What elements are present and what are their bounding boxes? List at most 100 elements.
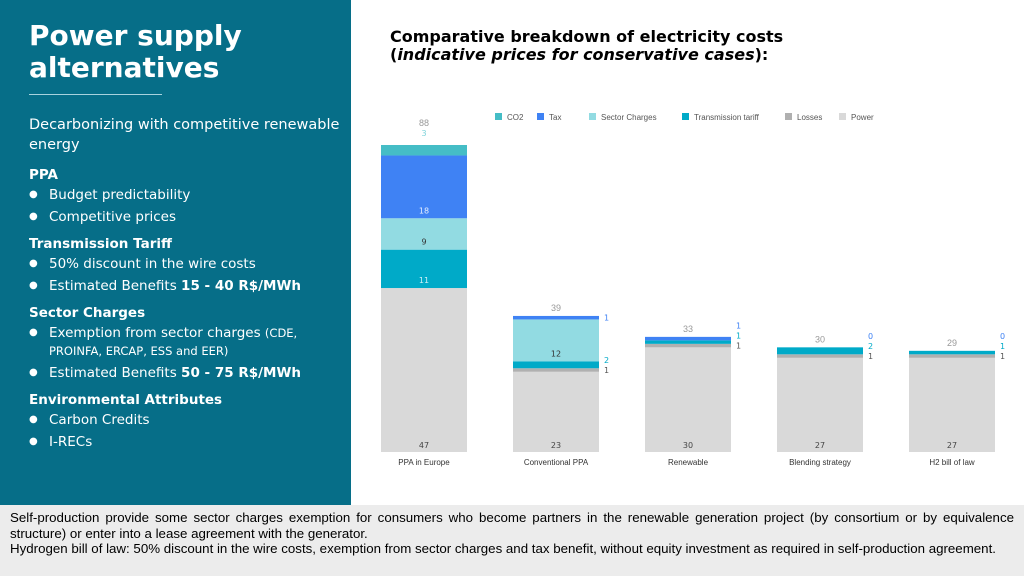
bullet-list: 50% discount in the wire costs Estimated …: [29, 255, 351, 295]
category-label: Renewable: [668, 458, 709, 467]
data-label: 1: [736, 322, 741, 331]
total-label: 39: [551, 303, 561, 313]
chart-title-line1: Comparative breakdown of electricity cos…: [390, 27, 784, 46]
bar-segment: [381, 155, 467, 219]
bar-segment: [645, 343, 731, 348]
sections: PPA Budget predictability Competitive pric…: [29, 167, 351, 451]
bar-segment: [513, 361, 599, 369]
total-label: 33: [683, 324, 693, 334]
bullet-text: 50% discount in the wire costs: [49, 256, 256, 272]
bullet-text: Estimated Benefits: [49, 278, 182, 294]
data-label: 9: [421, 238, 426, 247]
category-label: Conventional PPA: [524, 458, 589, 467]
bar-segment: [909, 357, 995, 452]
footnote-line: Self-production provide some sector char…: [10, 510, 1014, 541]
data-label: 1: [1000, 342, 1005, 351]
category-label: PPA in Europe: [398, 458, 450, 467]
total-label: 88: [419, 118, 429, 128]
panel-title: Power supply alternatives: [29, 20, 351, 84]
title-line: Power supply: [29, 19, 242, 52]
bar-segment: [381, 249, 467, 289]
total-label: 29: [947, 338, 957, 348]
bar-segment: [777, 347, 863, 355]
data-label: 30: [683, 441, 693, 450]
bar-segment: [513, 371, 599, 452]
section-heading: PPA: [29, 167, 58, 183]
total-label: 30: [815, 334, 825, 344]
bullet-text: Carbon Credits: [49, 412, 150, 428]
bullet-item: Exemption from sector charges (CDE, PROI…: [29, 324, 351, 360]
legend-swatch: [682, 113, 689, 120]
data-label: 0: [1000, 332, 1005, 341]
footnote-line: Hydrogen bill of law: 50% discount in th…: [10, 541, 996, 556]
paren: (: [390, 45, 398, 64]
category-label: Blending strategy: [789, 458, 851, 467]
chart-title: Comparative breakdown of electricity cos…: [390, 28, 783, 64]
data-label: 1: [736, 332, 741, 341]
divider: [29, 94, 162, 95]
bar-segment: [909, 354, 995, 358]
bullet-note: (CDE, PROINFA, ERCAP, ESS and EER): [49, 326, 298, 358]
legend-label: Sector Charges: [601, 113, 657, 122]
benefit-value: 50 - 75 R$/MWh: [181, 365, 301, 381]
legend-label: Losses: [797, 113, 822, 122]
data-label: 1: [1000, 352, 1005, 361]
legend-swatch: [495, 113, 502, 120]
data-label: 18: [419, 206, 429, 215]
bullet-item: Carbon Credits: [29, 411, 351, 429]
legend-label: Power: [851, 113, 874, 122]
bullet-text: Competitive prices: [49, 209, 177, 225]
data-label: 27: [815, 441, 825, 450]
bar-segment: [777, 354, 863, 358]
bar-segment: [381, 218, 467, 250]
bar-segment: [513, 368, 599, 372]
info-panel: Power supply alternatives Decarbonizing w…: [0, 0, 351, 505]
legend-label: CO2: [507, 113, 524, 122]
bar-segment: [381, 288, 467, 452]
data-label: 2: [868, 342, 873, 351]
data-label: 47: [419, 441, 429, 450]
data-label: 1: [604, 366, 609, 375]
bullet-list: Exemption from sector charges (CDE, PROI…: [29, 324, 351, 382]
data-label: 11: [419, 276, 429, 285]
data-label: 12: [551, 349, 561, 358]
data-label: 1: [868, 352, 873, 361]
legend-swatch: [589, 113, 596, 120]
data-label: 1: [736, 342, 741, 351]
legend-swatch: [839, 113, 846, 120]
bar-segment: [645, 340, 731, 344]
bar-segment: [777, 357, 863, 452]
data-label: 23: [551, 441, 561, 450]
bullet-item: 50% discount in the wire costs: [29, 255, 351, 273]
stacked-bar-chart: CO2 Tax Sector Charges Transmission tariff L…: [381, 113, 1005, 467]
bullet-text: Exemption from sector charges: [49, 325, 265, 341]
legend-swatch: [785, 113, 792, 120]
bar-segment: [645, 336, 731, 341]
legend-swatch: [537, 113, 544, 120]
legend-label: Tax: [549, 113, 561, 122]
chart-title-italic: indicative prices for conservative cases: [397, 45, 755, 64]
chart-title-line2: (indicative prices for conservative case…: [390, 46, 783, 64]
paren: ):: [754, 45, 769, 64]
title-line: alternatives: [29, 51, 220, 84]
bullet-list: Carbon Credits I-RECs: [29, 411, 351, 451]
section-heading: Transmission Tariff: [29, 236, 172, 252]
data-label: 3: [421, 129, 426, 138]
bar-segment: [909, 350, 995, 355]
bullet-item: Estimated Benefits 50 - 75 R$/MWh: [29, 364, 351, 382]
panel-subtitle: Decarbonizing with competitive renewable…: [29, 117, 340, 153]
bullet-item: I-RECs: [29, 433, 351, 451]
bullet-text: Budget predictability: [49, 187, 191, 203]
bullet-list: Budget predictability Competitive prices: [29, 186, 351, 226]
bullet-text: Estimated Benefits: [49, 365, 182, 381]
legend-label: Transmission tariff: [694, 113, 760, 122]
bar-segment: [381, 145, 467, 156]
bullet-item: Competitive prices: [29, 208, 351, 226]
data-label: 2: [604, 356, 609, 365]
bar-segment: [645, 347, 731, 452]
data-label: 27: [947, 441, 957, 450]
bullet-item: Estimated Benefits 15 - 40 R$/MWh: [29, 277, 351, 295]
bar-segment: [513, 315, 599, 320]
footnote: Self-production provide some sector char…: [0, 505, 1024, 576]
benefit-value: 15 - 40 R$/MWh: [181, 278, 301, 294]
